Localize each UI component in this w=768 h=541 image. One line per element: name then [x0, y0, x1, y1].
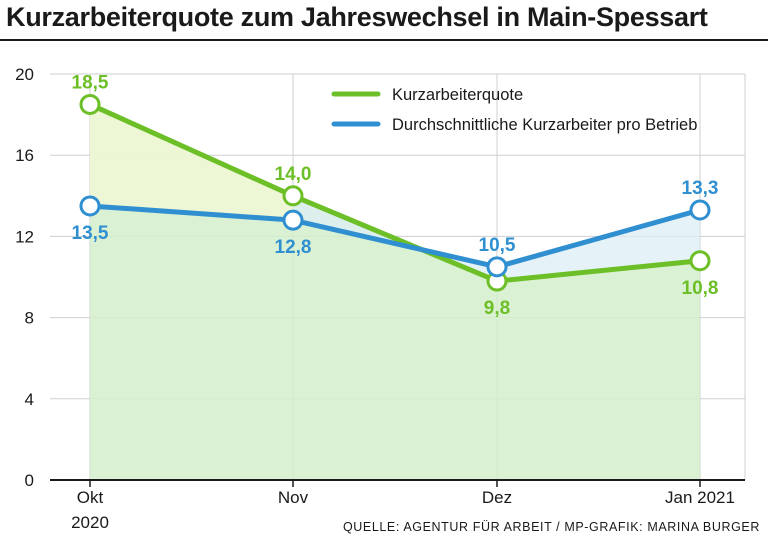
data-point-1-1	[282, 209, 304, 231]
x-tick-label: Nov	[278, 488, 309, 507]
y-tick-label: 0	[25, 471, 34, 490]
legend-label-0: Kurzarbeiterquote	[392, 86, 523, 104]
data-point-0-0	[79, 93, 101, 115]
data-label-1-0: 13,5	[72, 223, 109, 244]
data-label-0-0: 18,5	[72, 72, 109, 93]
title-divider	[0, 39, 768, 41]
data-label-1-3: 13,3	[682, 178, 719, 199]
data-point-1-2	[486, 256, 508, 278]
data-points	[79, 93, 711, 292]
series-line-0	[87, 101, 703, 284]
area-fill-difference	[90, 104, 293, 221]
data-label-0-3: 10,8	[682, 278, 719, 299]
data-label-1-1: 12,8	[275, 237, 312, 258]
data-label-1-2: 10,5	[479, 235, 516, 256]
y-tick-label: 20	[15, 65, 34, 84]
data-point-0-3	[689, 250, 711, 272]
y-tick-label: 16	[15, 146, 34, 165]
data-point-1-3	[689, 199, 711, 221]
data-point-0-1	[282, 185, 304, 207]
y-tick-label: 4	[25, 390, 34, 409]
source-credit: QUELLE: AGENTUR FÜR ARBEIT / MP-GRAFIK: …	[342, 520, 760, 534]
series-lines	[87, 101, 703, 284]
axes: 0 4 8 12 16 20 Okt 2020 Nov Dez Jan 2021	[15, 65, 745, 532]
chart-title: Kurzarbeiterquote zum Jahreswechsel in M…	[6, 2, 708, 32]
data-point-1-0	[79, 195, 101, 217]
data-label-0-2: 9,8	[484, 298, 510, 319]
x-tick-label-year: 2020	[71, 513, 109, 532]
y-tick-label: 12	[15, 227, 34, 246]
x-tick-label: Okt	[77, 488, 104, 507]
x-tick-label: Jan 2021	[665, 488, 735, 507]
data-labels: 18,5 14,0 9,8 10,8 13,5 12,8 10,5 13,3	[72, 72, 719, 319]
series-line-1	[87, 203, 703, 270]
legend-label-1: Durchschnittliche Kurzarbeiter pro Betri…	[392, 116, 697, 134]
area-fills	[90, 104, 700, 480]
legend: Kurzarbeiterquote Durchschnittliche Kurza…	[331, 86, 697, 134]
y-tick-label: 8	[25, 309, 34, 328]
data-label-0-1: 14,0	[275, 164, 312, 185]
x-tick-label: Dez	[482, 488, 512, 507]
